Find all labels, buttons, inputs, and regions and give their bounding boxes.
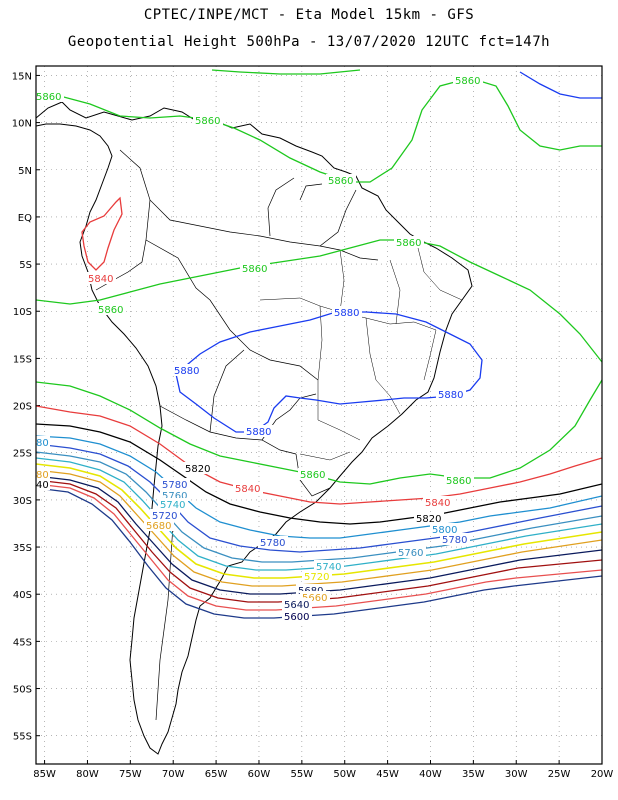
contour-5680 [36,475,602,595]
chart-title-line2: Geopotential Height 500hPa - 13/07/2020 … [67,34,551,50]
y-tick-label: 45S [13,637,32,648]
y-tick-label: 5N [18,166,32,177]
label-5880-e: 5880 [438,390,463,401]
label-5740-mid: 5740 [316,562,341,573]
label-5780-w: 5780 [162,480,187,491]
label-5860-west: 5860 [98,305,123,316]
x-tick-label: 75W [119,769,142,780]
chart-title-line1: CPTEC/INPE/MCT - Eta Model 15km - GFS [143,7,475,23]
x-tick-label: 30W [505,769,528,780]
x-tick-labels: 85W 80W 75W 70W 65W 60W 55W 50W 45W 40W 35W 30W 25W 2… [33,760,613,780]
contour-5860-lower [36,379,602,485]
label-edge-5800: 80 [36,438,49,449]
y-tick-label: 15S [13,354,32,365]
label-5600-mid: 5600 [284,612,309,623]
label-edge-5680: 80 [36,470,49,481]
contour-5800 [36,435,602,539]
y-tick-labels: 15N 10N 5N EQ 5S 10S 15S 20S 25S 30S 35S 40S 45S 50S 5… [12,71,40,743]
contour-5840-andes [81,196,123,271]
label-5780-e: 5780 [442,535,467,546]
label-5860-mid: 5860 [242,264,267,275]
x-tick-label: 70W [162,769,185,780]
contour-5660 [36,479,602,603]
label-5880-n: 5880 [334,308,359,319]
state-borders [259,247,463,461]
contour-5780 [36,443,602,553]
y-tick-label: 40S [13,590,32,601]
contour-5880-east [519,71,602,99]
map-frame [35,65,603,765]
label-5840-andes: 5840 [88,274,113,285]
contour-5720 [36,463,602,579]
label-5800-e: 5800 [432,525,457,536]
label-5860-atl: 5860 [446,476,471,487]
x-tick-label: 60W [248,769,271,780]
label-5720-mid: 5720 [304,572,329,583]
y-tick-label: 5S [19,260,32,271]
label-5820-w: 5820 [185,464,210,475]
y-tick-label: 25S [13,449,32,460]
label-5660-mid: 5660 [302,593,327,604]
y-tick-label: 30S [13,496,32,507]
contour-5640 [36,483,602,611]
contour-5880-interior [175,311,483,433]
label-5840-e: 5840 [425,498,450,509]
label-5860-amazon: 5860 [396,238,421,249]
label-edge-5640: 40 [36,480,49,491]
y-tick-label: 35S [13,543,32,554]
label-5680-w: 5680 [146,521,171,532]
contour-5700 [36,469,602,587]
label-5820-e: 5820 [416,514,441,525]
label-5640-mid: 5640 [284,600,309,611]
y-tick-label: 10N [12,119,32,130]
x-tick-label: 25W [548,769,571,780]
y-tick-label: 15N [12,71,32,82]
x-tick-label: 80W [76,769,99,780]
contour-5860-south [36,239,602,363]
contour-5820 [36,423,602,525]
label-5860-ne: 5860 [455,76,480,87]
coastline [36,101,473,755]
graticule [36,66,602,764]
label-5860-nw: 5860 [36,92,61,103]
x-tick-label: 85W [33,769,56,780]
label-5840-w: 5840 [235,484,260,495]
y-tick-label: 55S [13,732,32,743]
y-tick-label: 50S [13,685,32,696]
x-tick-label: 20W [591,769,614,780]
x-tick-label: 50W [333,769,356,780]
label-5780-mid: 5780 [260,538,285,549]
contour-5860-north [36,77,602,183]
label-5720-w: 5720 [152,511,177,522]
label-5860-carib: 5860 [195,116,220,127]
x-tick-label: 40W [419,769,442,780]
label-5860-south: 5860 [300,470,325,481]
label-5760-e: 5760 [398,548,423,559]
label-5880-w: 5880 [174,366,199,377]
contour-5860-caribbean [211,69,361,75]
y-tick-label: EQ [18,213,32,224]
label-5740-w: 5740 [160,500,185,511]
label-5860-guiana: 5860 [328,176,353,187]
contour-5840 [36,405,602,505]
contour-5740 [36,457,602,571]
label-5760-w: 5760 [162,491,187,502]
country-borders [95,149,379,721]
y-tick-label: 10S [13,307,32,318]
x-tick-label: 55W [291,769,314,780]
label-5880-s: 5880 [246,427,271,438]
x-tick-label: 45W [376,769,399,780]
contour-5620 [36,487,602,619]
x-tick-label: 35W [462,769,485,780]
y-tick-label: 20S [13,402,32,413]
x-tick-label: 65W [205,769,228,780]
contour-labels: 5860 5860 5860 5860 5860 5860 5860 5860 … [34,74,483,623]
